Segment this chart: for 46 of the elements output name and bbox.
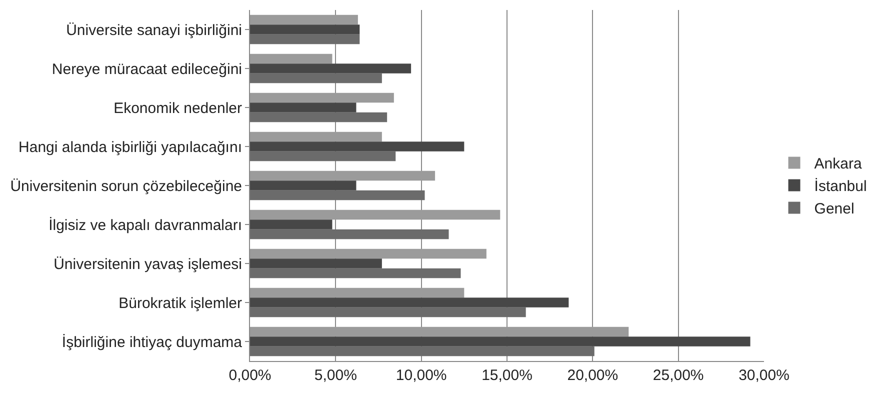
bar <box>250 102 356 112</box>
bar <box>250 190 425 200</box>
y-tick-label: İlgisiz ve kapalı davranmaları <box>48 216 242 234</box>
bar <box>250 132 382 142</box>
bar <box>250 180 356 190</box>
bar <box>250 92 394 103</box>
y-tick-label: Ekonomik nedenler <box>114 100 242 117</box>
y-tick-label: Üniversitenin yavaş işlemesi <box>54 256 242 273</box>
x-tick-label: 10,00% <box>396 367 447 384</box>
bar <box>250 288 464 298</box>
bar <box>250 54 332 64</box>
x-tick-label: 30,00% <box>738 367 790 384</box>
y-tick-label: Üniversitenin sorun çözebileceğine <box>10 178 242 195</box>
x-tick-label: 15,00% <box>482 367 532 384</box>
bar <box>250 170 436 181</box>
x-tick-label: 0,00% <box>228 367 272 384</box>
y-tick-label: İşbirliğine ihtiyaç duymama <box>62 332 243 351</box>
x-tick-label: 5,00% <box>314 367 357 384</box>
y-tick-label: Nereye müracaat edileceğini <box>52 60 242 78</box>
y-tick-label: Hangi alanda işbirliği yapılacağını <box>18 138 242 156</box>
bar <box>250 73 382 84</box>
bar <box>250 258 382 268</box>
legend-label: Ankara <box>814 156 862 173</box>
bar <box>250 307 526 318</box>
bar <box>250 298 569 308</box>
bar <box>250 326 629 337</box>
bar <box>250 112 388 122</box>
bar <box>250 220 332 230</box>
x-tick-label: 20,00% <box>567 367 618 384</box>
y-tick-label: Bürokratik işlemler <box>118 294 242 312</box>
bar <box>250 14 358 25</box>
bar <box>250 248 486 259</box>
y-tick-label: Üniversite sanayi işbirliğini <box>66 22 242 39</box>
bar <box>250 64 412 74</box>
bar <box>250 142 464 152</box>
legend-label: İstanbul <box>814 177 867 196</box>
bar <box>250 34 360 44</box>
bar <box>250 229 449 240</box>
bar <box>250 346 594 356</box>
bar <box>250 210 500 220</box>
bar <box>250 268 461 278</box>
bar <box>250 151 396 162</box>
legend-label: Genel <box>814 200 854 218</box>
bar <box>250 24 360 34</box>
bar <box>250 336 750 346</box>
x-tick-label: 25,00% <box>652 367 704 384</box>
